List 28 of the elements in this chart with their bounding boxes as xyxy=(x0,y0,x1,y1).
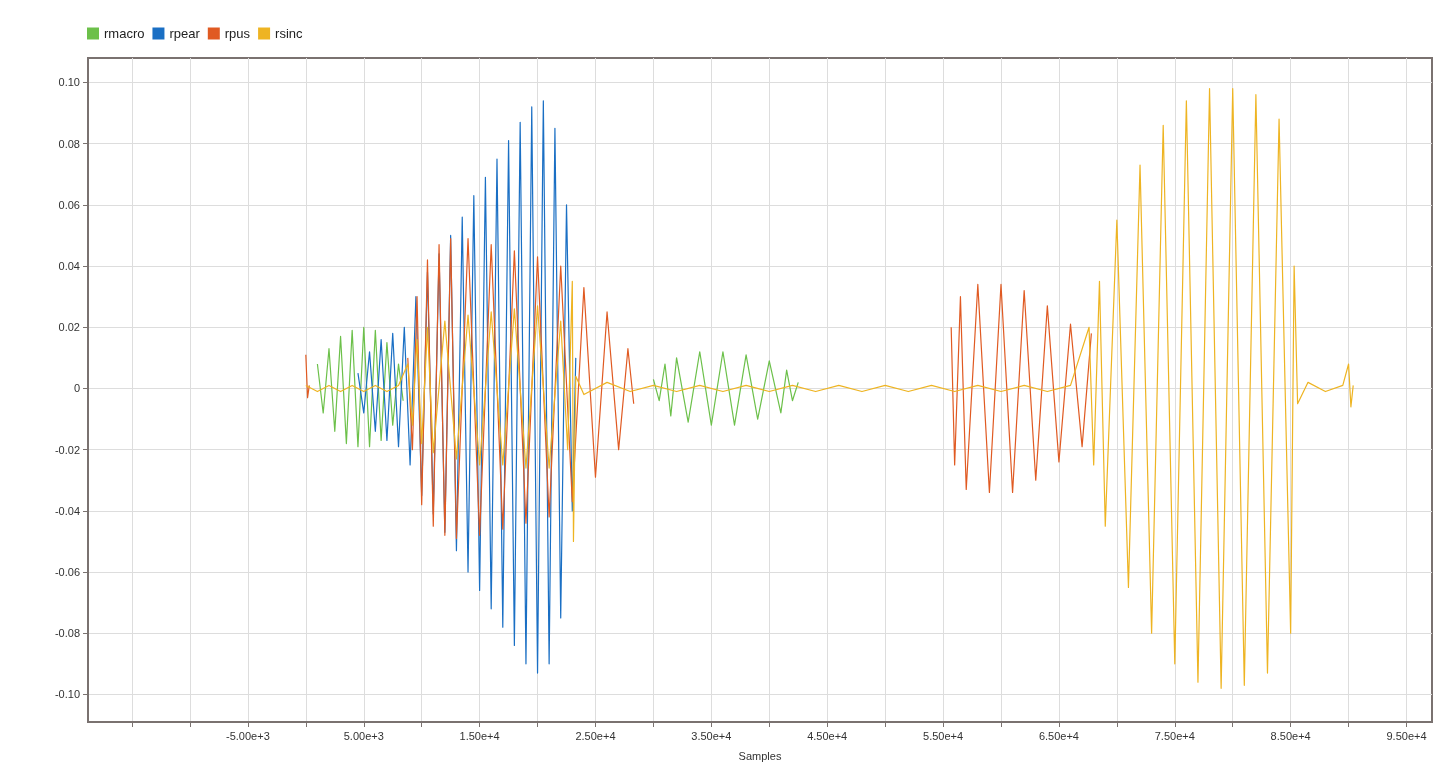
x-tick-label: 1.50e+4 xyxy=(459,729,500,742)
y-tick-label: 0 xyxy=(73,382,80,395)
legend-label: rmacro xyxy=(104,26,145,41)
y-tick-label: -0.06 xyxy=(54,566,80,579)
x-axis-title: Samples xyxy=(738,749,782,762)
y-tick-label: 0.04 xyxy=(58,260,80,273)
x-tick-label: 4.50e+4 xyxy=(807,729,848,742)
legend-label: rpus xyxy=(224,26,251,41)
x-tick-label: 6.50e+4 xyxy=(1038,729,1079,742)
y-tick-label: -0.04 xyxy=(54,504,80,517)
x-tick-label: 9.50e+4 xyxy=(1386,729,1427,742)
y-tick-label: -0.10 xyxy=(54,688,80,701)
legend-label: rpear xyxy=(169,26,201,41)
x-tick-label: 2.50e+4 xyxy=(575,729,616,742)
y-tick-label: 0.02 xyxy=(58,321,80,334)
y-tick-label: 0.08 xyxy=(58,137,80,150)
y-tick-label: -0.08 xyxy=(54,627,80,640)
x-tick-label: 7.50e+4 xyxy=(1154,729,1195,742)
x-tick-label: 5.50e+4 xyxy=(923,729,964,742)
legend-label: rsinc xyxy=(275,26,304,41)
x-tick-label: -5.00e+3 xyxy=(226,729,270,742)
x-tick-label: 3.50e+4 xyxy=(691,729,732,742)
x-tick-label: 5.00e+3 xyxy=(343,729,384,742)
y-tick-label: -0.02 xyxy=(54,443,80,456)
y-tick-label: 0.06 xyxy=(58,198,80,211)
y-tick-label: 0.10 xyxy=(58,76,80,89)
x-tick-label: 8.50e+4 xyxy=(1270,729,1311,742)
line-series xyxy=(305,88,1354,689)
